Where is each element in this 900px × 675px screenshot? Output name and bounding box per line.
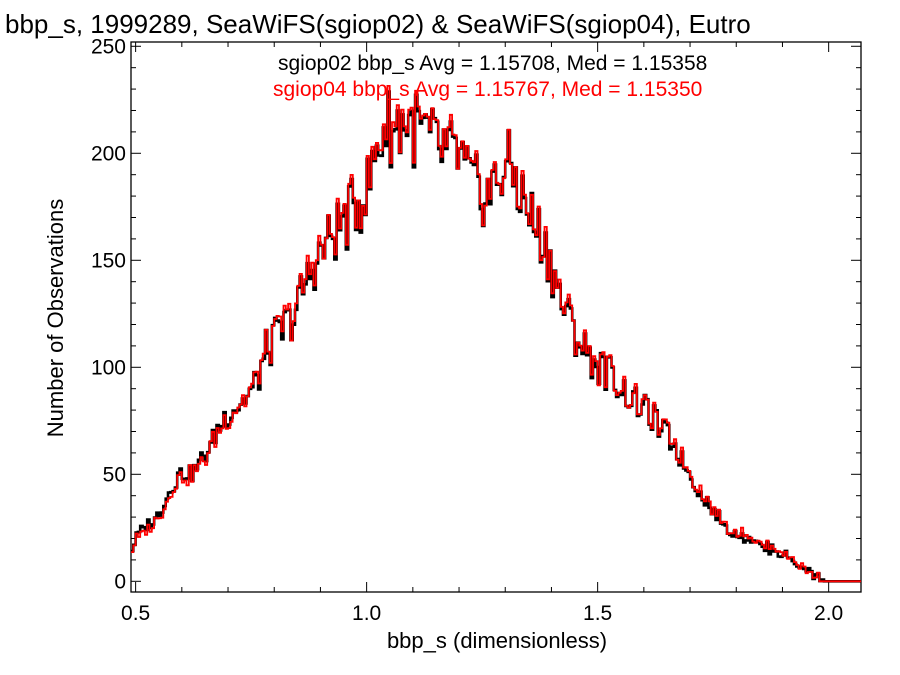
plot-frame-border <box>130 41 862 593</box>
y-axis-label: Number of Observations <box>43 199 68 437</box>
legend-entry-sgiop02: sgiop02 bbp_s Avg = 1.15708, Med = 1.153… <box>278 52 707 75</box>
x-tick-label: 0.5 <box>121 602 150 625</box>
y-tick-label: 100 <box>91 356 126 379</box>
plot-frame <box>130 41 862 593</box>
y-axis: 0 50 100 150 200 250 <box>91 35 861 593</box>
chart-title: bbp_s, 1999289, SeaWiFS(sgiop02) & SeaWi… <box>5 9 751 39</box>
x-axis: 0.5 1.0 1.5 2.0 <box>121 42 843 625</box>
y-tick-label: 200 <box>91 142 126 165</box>
legend-entry-sgiop04: sgiop04 bbp_s Avg = 1.15767, Med = 1.153… <box>273 78 702 101</box>
series-group <box>131 85 861 583</box>
y-tick-label: 250 <box>91 35 126 58</box>
y-tick-label: 150 <box>91 249 126 272</box>
x-tick-label: 2.0 <box>814 602 843 625</box>
x-axis-label: bbp_s (dimensionless) <box>387 628 607 653</box>
y-tick-label: 0 <box>114 570 126 593</box>
y-tick-label: 50 <box>103 463 126 486</box>
x-tick-label: 1.5 <box>583 602 612 625</box>
x-tick-label: 1.0 <box>352 602 381 625</box>
series-line-sgiop04 <box>131 85 861 583</box>
